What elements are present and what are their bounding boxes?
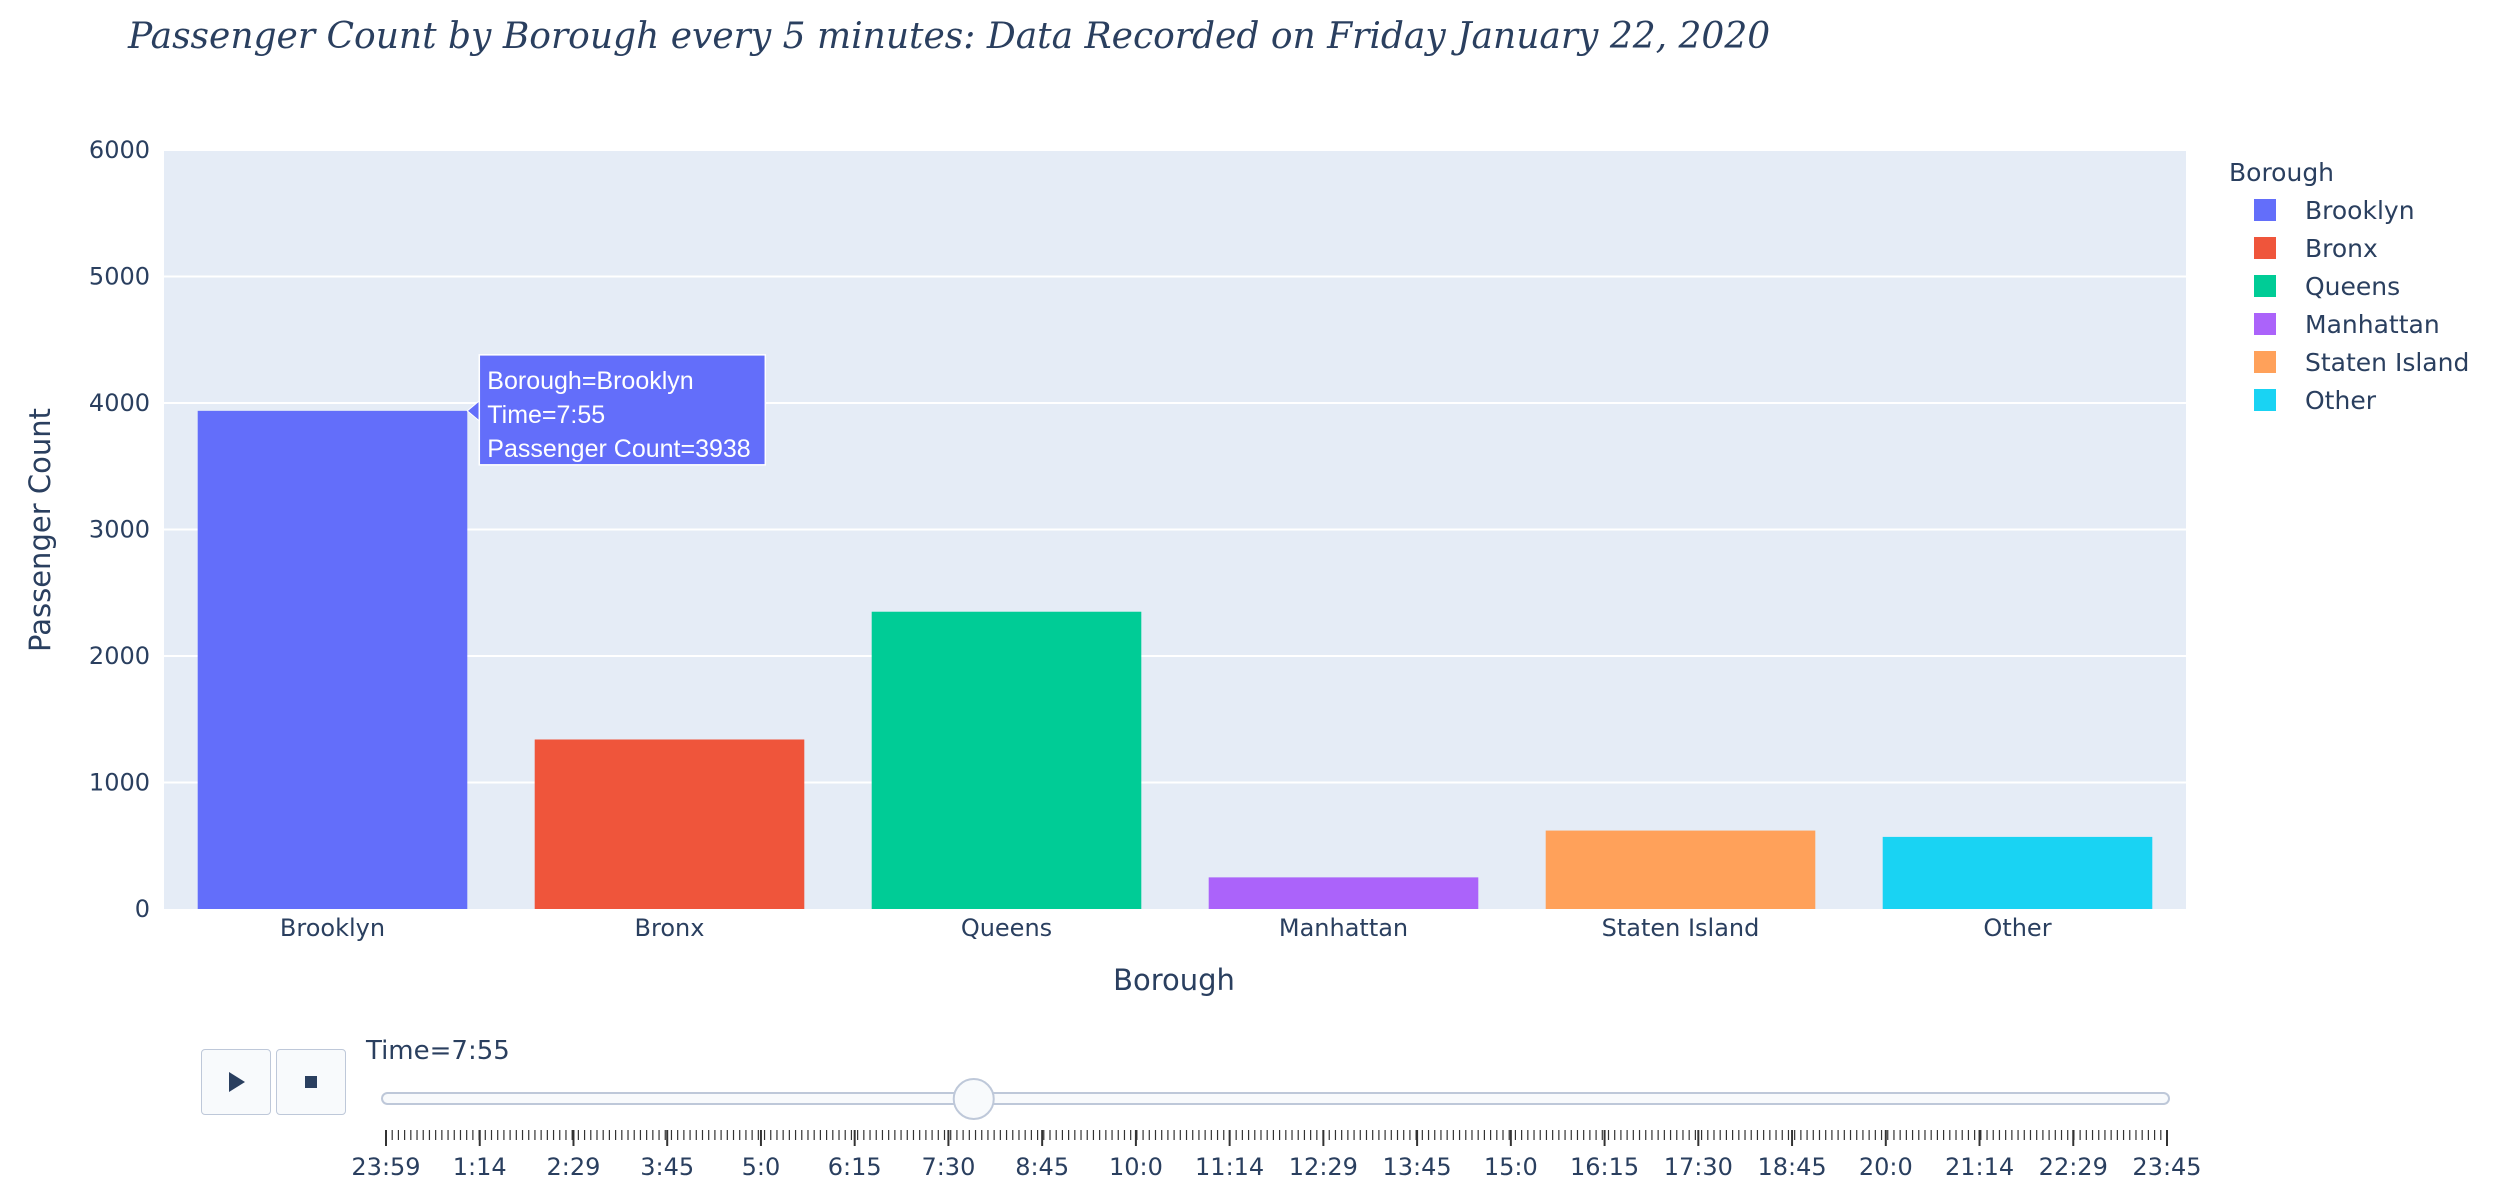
bar-bronx[interactable] (534, 739, 805, 909)
legend-swatch[interactable] (2254, 275, 2276, 297)
legend-item-label[interactable]: Bronx (2305, 234, 2378, 263)
tooltip-line: Borough=Brooklyn (487, 367, 693, 395)
slider-tick-label: 10:0 (1109, 1153, 1163, 1181)
legend-title: Borough (2229, 158, 2334, 187)
slider-tick-label: 15:0 (1484, 1153, 1538, 1181)
bar-staten-island[interactable] (1545, 830, 1816, 909)
slider-tick-label: 22:29 (2039, 1153, 2108, 1181)
slider-current-label: Time=7:55 (366, 1036, 510, 1066)
bar-queens[interactable] (871, 611, 1142, 909)
tooltip-line: Time=7:55 (487, 401, 605, 429)
bar-other[interactable] (1882, 836, 2153, 909)
bars (197, 410, 2153, 909)
x-tick-label: Staten Island (1602, 914, 1760, 942)
slider-tick-label: 2:29 (547, 1153, 601, 1181)
slider-tick-label: 20:0 (1859, 1153, 1913, 1181)
legend-item-label[interactable]: Queens (2305, 272, 2400, 301)
x-axis-ticks: Brooklyn Bronx Queens Manhattan Staten Islan… (280, 914, 2052, 942)
slider-tick-label: 1:14 (453, 1153, 507, 1181)
slider-tick-label: 3:45 (640, 1153, 694, 1181)
legend-item-label[interactable]: Manhattan (2305, 310, 2440, 339)
slider-tick-labels: 23:59 1:14 2:29 3:45 5:0 6:15 7:30 8:45 10:0 11:1… (351, 1153, 2201, 1181)
legend-swatch[interactable] (2254, 199, 2276, 221)
slider-ticks (385, 1130, 2168, 1146)
play-button[interactable] (201, 1049, 271, 1115)
y-tick-label: 6000 (89, 136, 150, 164)
slider-tick-label: 23:45 (2132, 1153, 2201, 1181)
chart-title: Passenger Count by Borough every 5 minut… (127, 16, 1770, 57)
x-tick-label: Other (1983, 914, 2051, 942)
y-tick-label: 1000 (89, 769, 150, 797)
slider-tick-label: 5:0 (742, 1153, 781, 1181)
y-tick-label: 2000 (89, 642, 150, 670)
slider-tick-label: 17:30 (1664, 1153, 1733, 1181)
slider-tick-label: 8:45 (1015, 1153, 1069, 1181)
bar-manhattan[interactable] (1208, 877, 1479, 909)
legend-item-label[interactable]: Brooklyn (2305, 196, 2415, 225)
slider-tick-label: 13:45 (1383, 1153, 1452, 1181)
slider-tick-label: 6:15 (828, 1153, 882, 1181)
slider-tick-label: 16:15 (1570, 1153, 1639, 1181)
slider-handle[interactable] (952, 1078, 995, 1120)
bar-brooklyn[interactable] (197, 410, 468, 909)
y-tick-label: 5000 (89, 263, 150, 291)
slider-tick-label: 18:45 (1757, 1153, 1826, 1181)
legend-item-label[interactable]: Other (2305, 386, 2377, 415)
tooltip-line: Passenger Count=3938 (487, 435, 750, 463)
time-slider[interactable]: 23:59 1:14 2:29 3:45 5:0 6:15 7:30 8:45 10:0 11:1… (351, 1078, 2202, 1181)
y-tick-label: 0 (135, 895, 150, 923)
legend-swatch[interactable] (2254, 389, 2276, 411)
x-tick-label: Manhattan (1279, 914, 1408, 942)
legend-swatch[interactable] (2254, 237, 2276, 259)
x-tick-label: Bronx (635, 914, 705, 942)
stop-icon (305, 1076, 317, 1088)
legend-swatch[interactable] (2254, 313, 2276, 335)
slider-tick-label: 7:30 (921, 1153, 975, 1181)
legend: Borough Brooklyn Bronx Queens Manhattan Stat… (2229, 158, 2469, 415)
y-tick-label: 4000 (89, 389, 150, 417)
legend-item-label[interactable]: Staten Island (2305, 348, 2469, 377)
slider-tick-label: 21:14 (1945, 1153, 2014, 1181)
tooltip-box (478, 354, 767, 466)
play-icon (229, 1072, 245, 1092)
y-tick-label: 3000 (89, 516, 150, 544)
x-axis-title: Borough (1113, 963, 1235, 997)
slider-tick-label: 12:29 (1289, 1153, 1358, 1181)
slider-track[interactable] (381, 1092, 2170, 1105)
y-axis-ticks: 0 1000 2000 3000 4000 5000 6000 (89, 136, 150, 923)
stop-button[interactable] (276, 1049, 346, 1115)
hover-tooltip: Borough=Brooklyn Time=7:55 Passenger Count… (466, 354, 767, 466)
slider-tick-label: 23:59 (351, 1153, 420, 1181)
x-tick-label: Brooklyn (280, 914, 385, 942)
y-axis-title: Passenger Count (23, 408, 57, 652)
legend-swatch[interactable] (2254, 351, 2276, 373)
slider-tick-label: 11:14 (1195, 1153, 1264, 1181)
x-tick-label: Queens (961, 914, 1052, 942)
